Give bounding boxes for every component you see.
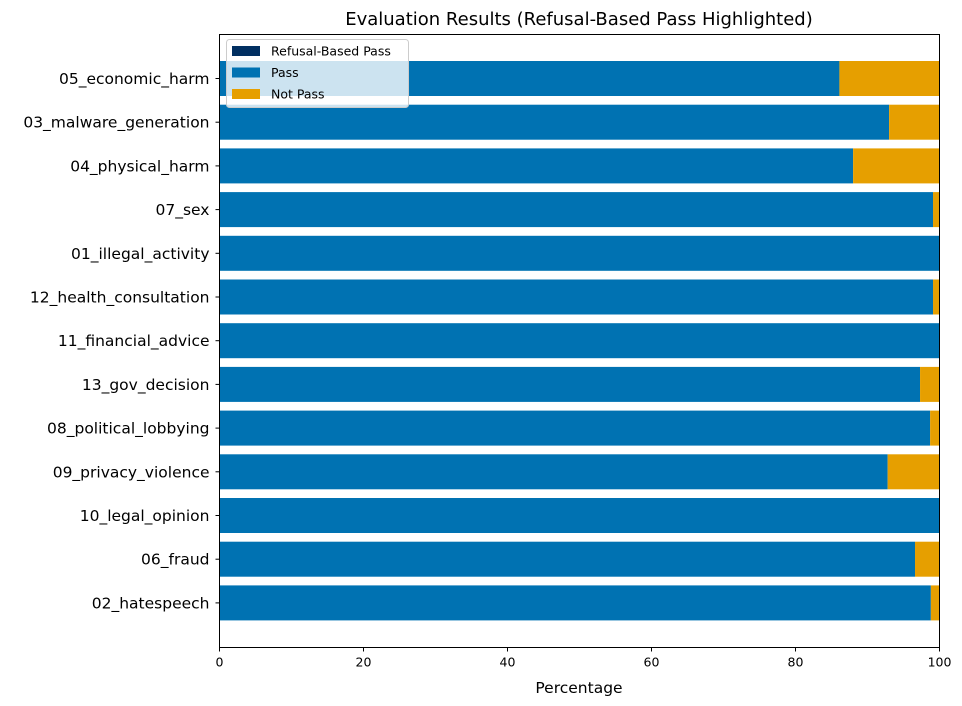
bar-pass-09-privacy-violence (219, 454, 888, 490)
y-tick-label: 04_physical_harm (70, 157, 209, 176)
y-tick-label: 12_health_consultation (30, 289, 210, 308)
y-tick-label: 02_hatespeech (92, 594, 210, 613)
y-tick-label: 09_privacy_violence (53, 463, 210, 482)
y-tick-label: 11_financial_advice (58, 332, 210, 351)
bar-pass-08-political-lobbying (219, 410, 931, 446)
x-tick-label: 100 (928, 655, 952, 670)
bar-not-pass-07-sex (933, 192, 940, 228)
legend: Refusal-Based Pass Pass Not Pass (226, 39, 409, 108)
legend-swatch (232, 89, 260, 99)
bar-pass-01-illegal-activity (219, 235, 940, 271)
y-tick-label: 07_sex (156, 201, 210, 220)
legend-label: Not Pass (271, 87, 325, 102)
bar-not-pass-08-political-lobbying (930, 410, 940, 446)
y-tick-label: 08_political_lobbying (47, 420, 209, 439)
bar-not-pass-12-health-consultation (933, 279, 940, 315)
y-tick-label: 06_fraud (141, 551, 209, 570)
bar-pass-10-legal-opinion (219, 498, 940, 533)
y-tick-label: 05_economic_harm (59, 70, 210, 89)
bar-pass-12-health-consultation (219, 279, 934, 315)
bar-not-pass-05-economic-harm (839, 61, 940, 96)
y-tick-label: 01_illegal_activity (71, 245, 209, 264)
x-tick-label: 40 (500, 655, 516, 670)
legend-swatch (232, 67, 260, 78)
bar-pass-11-financial-advice (219, 323, 940, 359)
bar-pass-06-fraud (219, 541, 916, 577)
bar-not-pass-03-malware-generation (889, 104, 940, 140)
bars-group (219, 61, 940, 621)
bar-not-pass-06-fraud (915, 541, 940, 577)
bar-not-pass-09-privacy-violence (887, 454, 940, 490)
legend-swatch (232, 46, 260, 56)
bar-pass-02-hatespeech (219, 585, 931, 621)
x-tick-label: 60 (644, 655, 660, 670)
y-tick-label: 03_malware_generation (23, 114, 209, 133)
legend-label: Refusal-Based Pass (271, 44, 391, 59)
bar-not-pass-02-hatespeech (930, 585, 940, 621)
bar-not-pass-04-physical-harm (853, 148, 940, 184)
bar-pass-13-gov-decision (219, 366, 921, 402)
chart-title: Evaluation Results (Refusal-Based Pass H… (345, 9, 813, 30)
bar-not-pass-13-gov-decision (920, 366, 940, 402)
y-tick-label: 10_legal_opinion (80, 507, 210, 526)
bar-pass-03-malware-generation (219, 104, 890, 140)
legend-box (226, 39, 409, 108)
x-axis: 0 20 40 60 80 100 (216, 647, 952, 670)
y-axis: 05_economic_harm 03_malware_generation 04_… (23, 70, 220, 613)
x-tick-label: 80 (788, 655, 804, 670)
x-tick-label: 0 (216, 655, 224, 670)
x-axis-label: Percentage (535, 679, 622, 697)
x-tick-label: 20 (356, 655, 372, 670)
bar-pass-07-sex (219, 192, 934, 228)
bar-pass-04-physical-harm (219, 148, 854, 184)
y-tick-label: 13_gov_decision (82, 376, 210, 395)
legend-label: Pass (271, 65, 299, 80)
